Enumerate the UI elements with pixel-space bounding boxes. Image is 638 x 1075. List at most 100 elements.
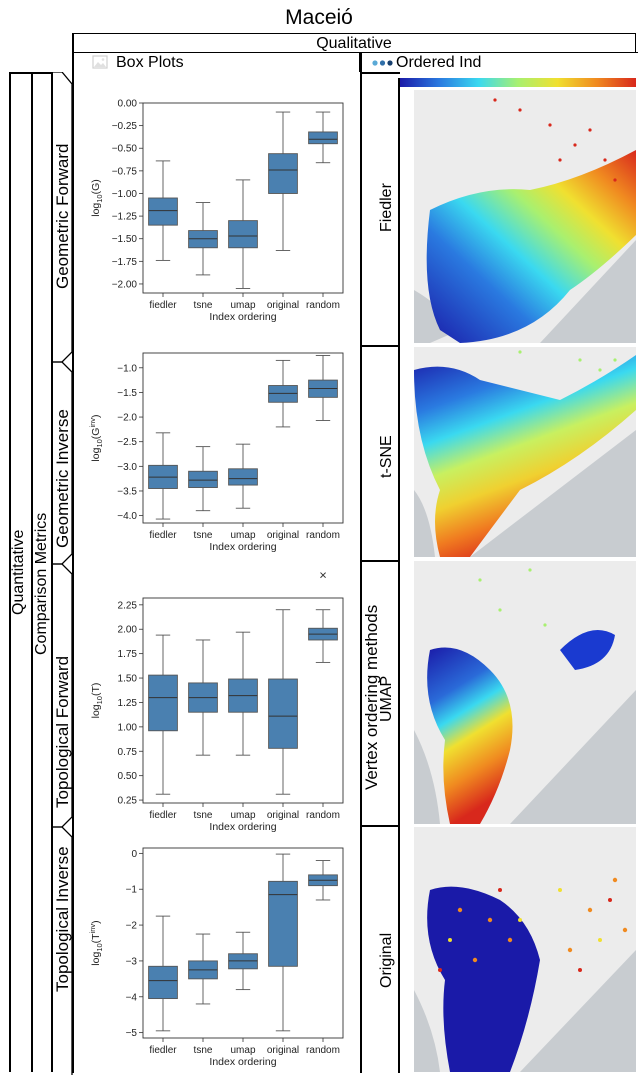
row-label-geometric-inverse: Geometric Inverse — [53, 409, 72, 548]
box-fiedler — [148, 674, 178, 732]
x-tick-label: fiedler — [149, 530, 177, 541]
outlier-marker: × — [319, 568, 327, 583]
box-umap — [228, 468, 258, 486]
ordered-header: Ordered Ind — [360, 52, 638, 72]
y-tick-label: −2.00 — [112, 279, 138, 290]
image-icon — [92, 55, 108, 69]
x-tick-label: fiedler — [149, 300, 177, 311]
y-tick-label: −2.0 — [117, 413, 137, 424]
y-tick-label: −0.25 — [112, 121, 138, 132]
boxplots-header: Box Plots — [72, 52, 360, 72]
y-tick-label: 1.50 — [118, 674, 138, 685]
y-tick-label: 0.25 — [118, 796, 138, 807]
quantitative-label: Quantitative — [10, 529, 27, 615]
x-tick-label: umap — [230, 810, 255, 821]
map-label-original: Original — [378, 932, 395, 988]
y-tick-label: −1 — [126, 885, 138, 896]
row-label-topological-inverse: Topological Inverse — [53, 846, 72, 992]
y-tick-label: −4.0 — [117, 511, 137, 522]
colorbar — [400, 78, 636, 87]
comparison-metrics-label: Comparison Metrics — [33, 512, 50, 655]
row-label-topological-forward: Topological Forward — [53, 655, 72, 808]
y-tick-label: 1.00 — [118, 722, 138, 733]
y-tick-label: 2.00 — [118, 625, 138, 636]
x-tick-label: tsne — [194, 300, 213, 311]
x-tick-label: random — [306, 1045, 340, 1056]
map-label-fiedler: Fiedler — [378, 183, 395, 232]
boxplots-label: Box Plots — [116, 54, 184, 71]
x-tick-label: random — [306, 530, 340, 541]
x-axis-label: Index ordering — [209, 1056, 276, 1068]
box-original — [268, 153, 298, 194]
box-random — [308, 131, 338, 145]
y-tick-label: −0.75 — [112, 166, 138, 177]
box-umap — [228, 220, 258, 249]
box-original — [268, 678, 298, 749]
x-tick-label: random — [306, 810, 340, 821]
box-original — [268, 880, 298, 967]
boxplot-panel: 0.00−0.25−0.50−0.75−1.00−1.25−1.50−1.75−… — [88, 99, 344, 1068]
x-axis-label: Index ordering — [209, 311, 276, 323]
x-tick-label: fiedler — [149, 810, 177, 821]
figure-title: Maceió — [285, 6, 353, 29]
map-label-tsne: t-SNE — [378, 435, 395, 478]
map-umap — [414, 561, 636, 824]
box-tsne — [188, 470, 218, 488]
map-fiedler — [414, 90, 636, 343]
y-tick-label: 1.75 — [118, 649, 138, 660]
y-tick-label: −3.0 — [117, 462, 137, 473]
y-axis-label: log10(Ginv) — [88, 414, 104, 461]
y-tick-label: −3 — [126, 956, 138, 967]
boxplot-1: −1.0 −1.5 −2.0 −2.5 −3.0 −3.5 −4.0 fiedler tsne u… — [88, 352, 344, 553]
x-tick-label: random — [306, 300, 340, 311]
x-tick-label: tsne — [194, 530, 213, 541]
y-tick-label: −2 — [126, 921, 138, 932]
y-tick-label: −1.25 — [112, 212, 138, 223]
x-tick-label: fiedler — [149, 1045, 177, 1056]
x-tick-label: original — [267, 810, 299, 821]
map-label-umap: UMAP — [378, 675, 395, 722]
y-axis-label: log10(G) — [90, 179, 104, 217]
y-tick-label: 1.25 — [118, 698, 138, 709]
map-original — [414, 827, 636, 1072]
y-tick-label: 2.25 — [118, 600, 138, 611]
x-tick-label: umap — [230, 300, 255, 311]
boxplot-2: 2.25 2.00 1.75 1.50 1.25 1.00 0.75 0.50 0.25 fied… — [90, 568, 344, 833]
ordered-label: Ordered Ind — [396, 54, 482, 71]
box-fiedler — [148, 965, 178, 1000]
y-tick-label: −4 — [126, 992, 138, 1003]
y-axis-label: log10(Tinv) — [88, 920, 104, 965]
row-chevrons — [51, 72, 73, 1075]
three-dots-icon — [372, 60, 393, 66]
x-tick-label: original — [267, 530, 299, 541]
x-tick-label: original — [267, 1045, 299, 1056]
y-tick-label: −1.75 — [112, 257, 138, 268]
y-tick-label: −2.5 — [117, 437, 137, 448]
y-axis-label: log10(T) — [90, 683, 104, 719]
box-fiedler — [148, 197, 178, 226]
x-tick-label: tsne — [194, 1045, 213, 1056]
x-tick-label: tsne — [194, 810, 213, 821]
y-tick-label: 0.50 — [118, 771, 138, 782]
y-tick-label: −1.5 — [117, 388, 137, 399]
y-tick-label: 0.00 — [118, 99, 138, 110]
y-tick-label: −1.0 — [117, 363, 137, 374]
map-tsne — [414, 347, 636, 557]
x-axis-label: Index ordering — [209, 541, 276, 553]
boxplot-0: 0.00 −0.25 −0.50 −0.75 −1.00 −1.25 −1.50 −1.75 −… — [90, 99, 344, 323]
y-tick-label: −0.50 — [112, 144, 138, 155]
y-tick-label: −1.50 — [112, 234, 138, 245]
y-tick-label: 0 — [131, 849, 137, 860]
x-tick-label: original — [267, 300, 299, 311]
y-tick-label: −3.5 — [117, 486, 137, 497]
x-tick-label: umap — [230, 1045, 255, 1056]
x-tick-label: umap — [230, 530, 255, 541]
x-axis-label: Index ordering — [209, 821, 276, 833]
y-tick-label: −5 — [126, 1028, 138, 1039]
y-tick-label: 0.75 — [118, 747, 138, 758]
y-tick-label: −1.00 — [112, 189, 138, 200]
qualitative-header: Qualitative — [72, 33, 636, 53]
map-panel — [414, 90, 636, 1072]
row-label-geometric-forward: Geometric Forward — [53, 143, 72, 289]
boxplot-3: 0 −1 −2 −3 −4 −5 fiedler tsne umap original random… — [88, 847, 344, 1068]
